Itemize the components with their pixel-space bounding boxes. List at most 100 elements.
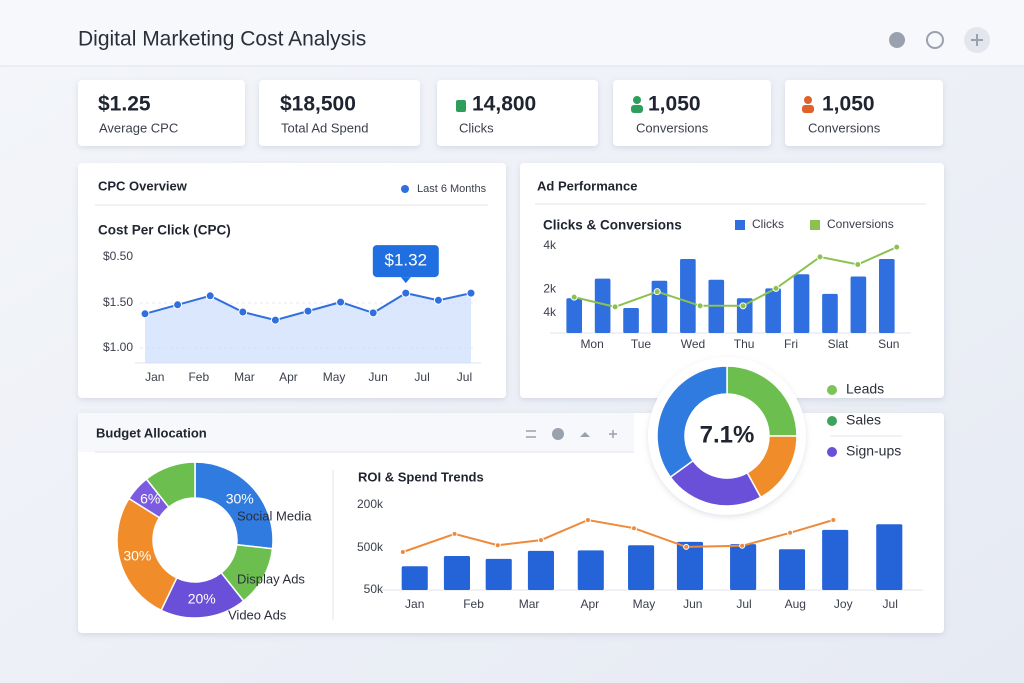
x-tick-label: Wed <box>681 337 705 351</box>
bar <box>566 298 583 333</box>
x-tick-label: Mar <box>519 597 540 611</box>
icon-button[interactable] <box>609 430 617 438</box>
bar <box>850 276 867 333</box>
bar <box>878 259 895 333</box>
chart-title: CPC Overview <box>98 178 188 193</box>
area <box>145 293 471 363</box>
value-label: 30% <box>123 547 151 563</box>
kpi-value: $1.25 <box>98 93 151 116</box>
bar <box>778 549 806 590</box>
marker <box>303 306 313 316</box>
y-tick-label: 2k <box>543 282 557 296</box>
chart-subtitle: Cost Per Click (CPC) <box>98 223 231 238</box>
bar <box>651 280 668 333</box>
tooltip-pointer <box>400 277 411 284</box>
kpi-icon <box>631 105 643 113</box>
kpi-icon <box>804 96 812 104</box>
marker <box>611 303 619 311</box>
marker <box>816 253 824 261</box>
icon-button[interactable] <box>926 31 944 49</box>
legend-label: Last 6 Months <box>417 183 487 195</box>
bar <box>527 550 555 590</box>
kpi-card <box>785 80 943 146</box>
marker <box>399 549 406 556</box>
donut-segment <box>145 461 196 509</box>
kpi-value: $18,500 <box>280 93 356 116</box>
line <box>402 518 834 553</box>
marker <box>739 302 747 310</box>
x-tick-label: Jul <box>457 370 472 384</box>
kpi-icon <box>802 105 814 113</box>
panel-header <box>78 413 634 452</box>
x-tick-label: Jul <box>736 597 751 611</box>
kpi-card <box>613 80 771 146</box>
kpi-label: Average CPC <box>99 120 178 135</box>
legend-swatch <box>827 385 837 395</box>
kpi-value: 1,050 <box>822 93 875 116</box>
icon-button[interactable] <box>889 32 905 48</box>
panel <box>520 163 944 398</box>
bar <box>485 558 512 590</box>
marker <box>401 288 411 298</box>
bar <box>577 550 604 590</box>
kpi-card <box>259 80 420 146</box>
header-bar <box>0 0 1024 66</box>
donut-segment <box>656 365 728 479</box>
y-tick-label: 50k <box>364 582 384 596</box>
marker <box>494 542 501 549</box>
legend-label: Sign-ups <box>846 443 901 459</box>
category-label: Display Ads <box>237 571 305 586</box>
x-tick-label: Feb <box>188 370 209 384</box>
marker <box>270 315 280 325</box>
bar <box>793 274 810 333</box>
bar <box>822 293 838 333</box>
category-label: Video Ads <box>228 607 287 622</box>
marker <box>696 302 704 310</box>
x-tick-label: Apr <box>580 597 599 611</box>
x-tick-label: Jun <box>683 597 702 611</box>
y-tick-label: $1.00 <box>103 340 133 354</box>
y-tick-label: $1.50 <box>103 295 133 309</box>
marker <box>466 288 476 298</box>
legend-swatch <box>810 220 820 230</box>
icon-button[interactable] <box>526 430 536 438</box>
kpi-label: Conversions <box>808 120 881 135</box>
bar <box>623 307 639 333</box>
x-tick-label: Jun <box>368 370 387 384</box>
bar <box>628 545 655 590</box>
marker <box>630 525 637 532</box>
kpi-label: Total Ad Spend <box>281 120 368 135</box>
bar <box>765 288 781 333</box>
marker <box>140 309 150 319</box>
add-icon <box>971 34 983 46</box>
x-tick-label: Jan <box>145 370 164 384</box>
marker <box>537 537 544 544</box>
marker <box>336 297 346 307</box>
bar <box>876 524 903 590</box>
x-tick-label: May <box>323 370 346 384</box>
marker <box>787 529 794 536</box>
icon-button[interactable] <box>552 428 564 440</box>
marker <box>854 260 862 268</box>
marker <box>653 288 661 296</box>
panel-title: Budget Allocation <box>96 425 207 440</box>
page-title: Digital Marketing Cost Analysis <box>78 28 366 51</box>
kpi-value: 1,050 <box>648 93 701 116</box>
marker <box>584 517 591 524</box>
bar <box>401 566 428 590</box>
legend-swatch <box>827 416 837 426</box>
bar <box>676 541 704 590</box>
x-tick-label: May <box>633 597 656 611</box>
icon-button[interactable] <box>580 432 590 437</box>
legend-swatch <box>735 220 745 230</box>
legend-label: Sales <box>846 412 881 428</box>
marker <box>451 530 458 537</box>
marker <box>683 543 690 550</box>
marker <box>238 307 248 317</box>
marker <box>830 517 837 524</box>
x-tick-label: Joy <box>834 597 853 611</box>
x-tick-label: Jan <box>405 597 424 611</box>
x-tick-label: Jul <box>414 370 429 384</box>
chart-title: ROI & Spend Trends <box>358 469 484 484</box>
marker <box>893 243 901 251</box>
